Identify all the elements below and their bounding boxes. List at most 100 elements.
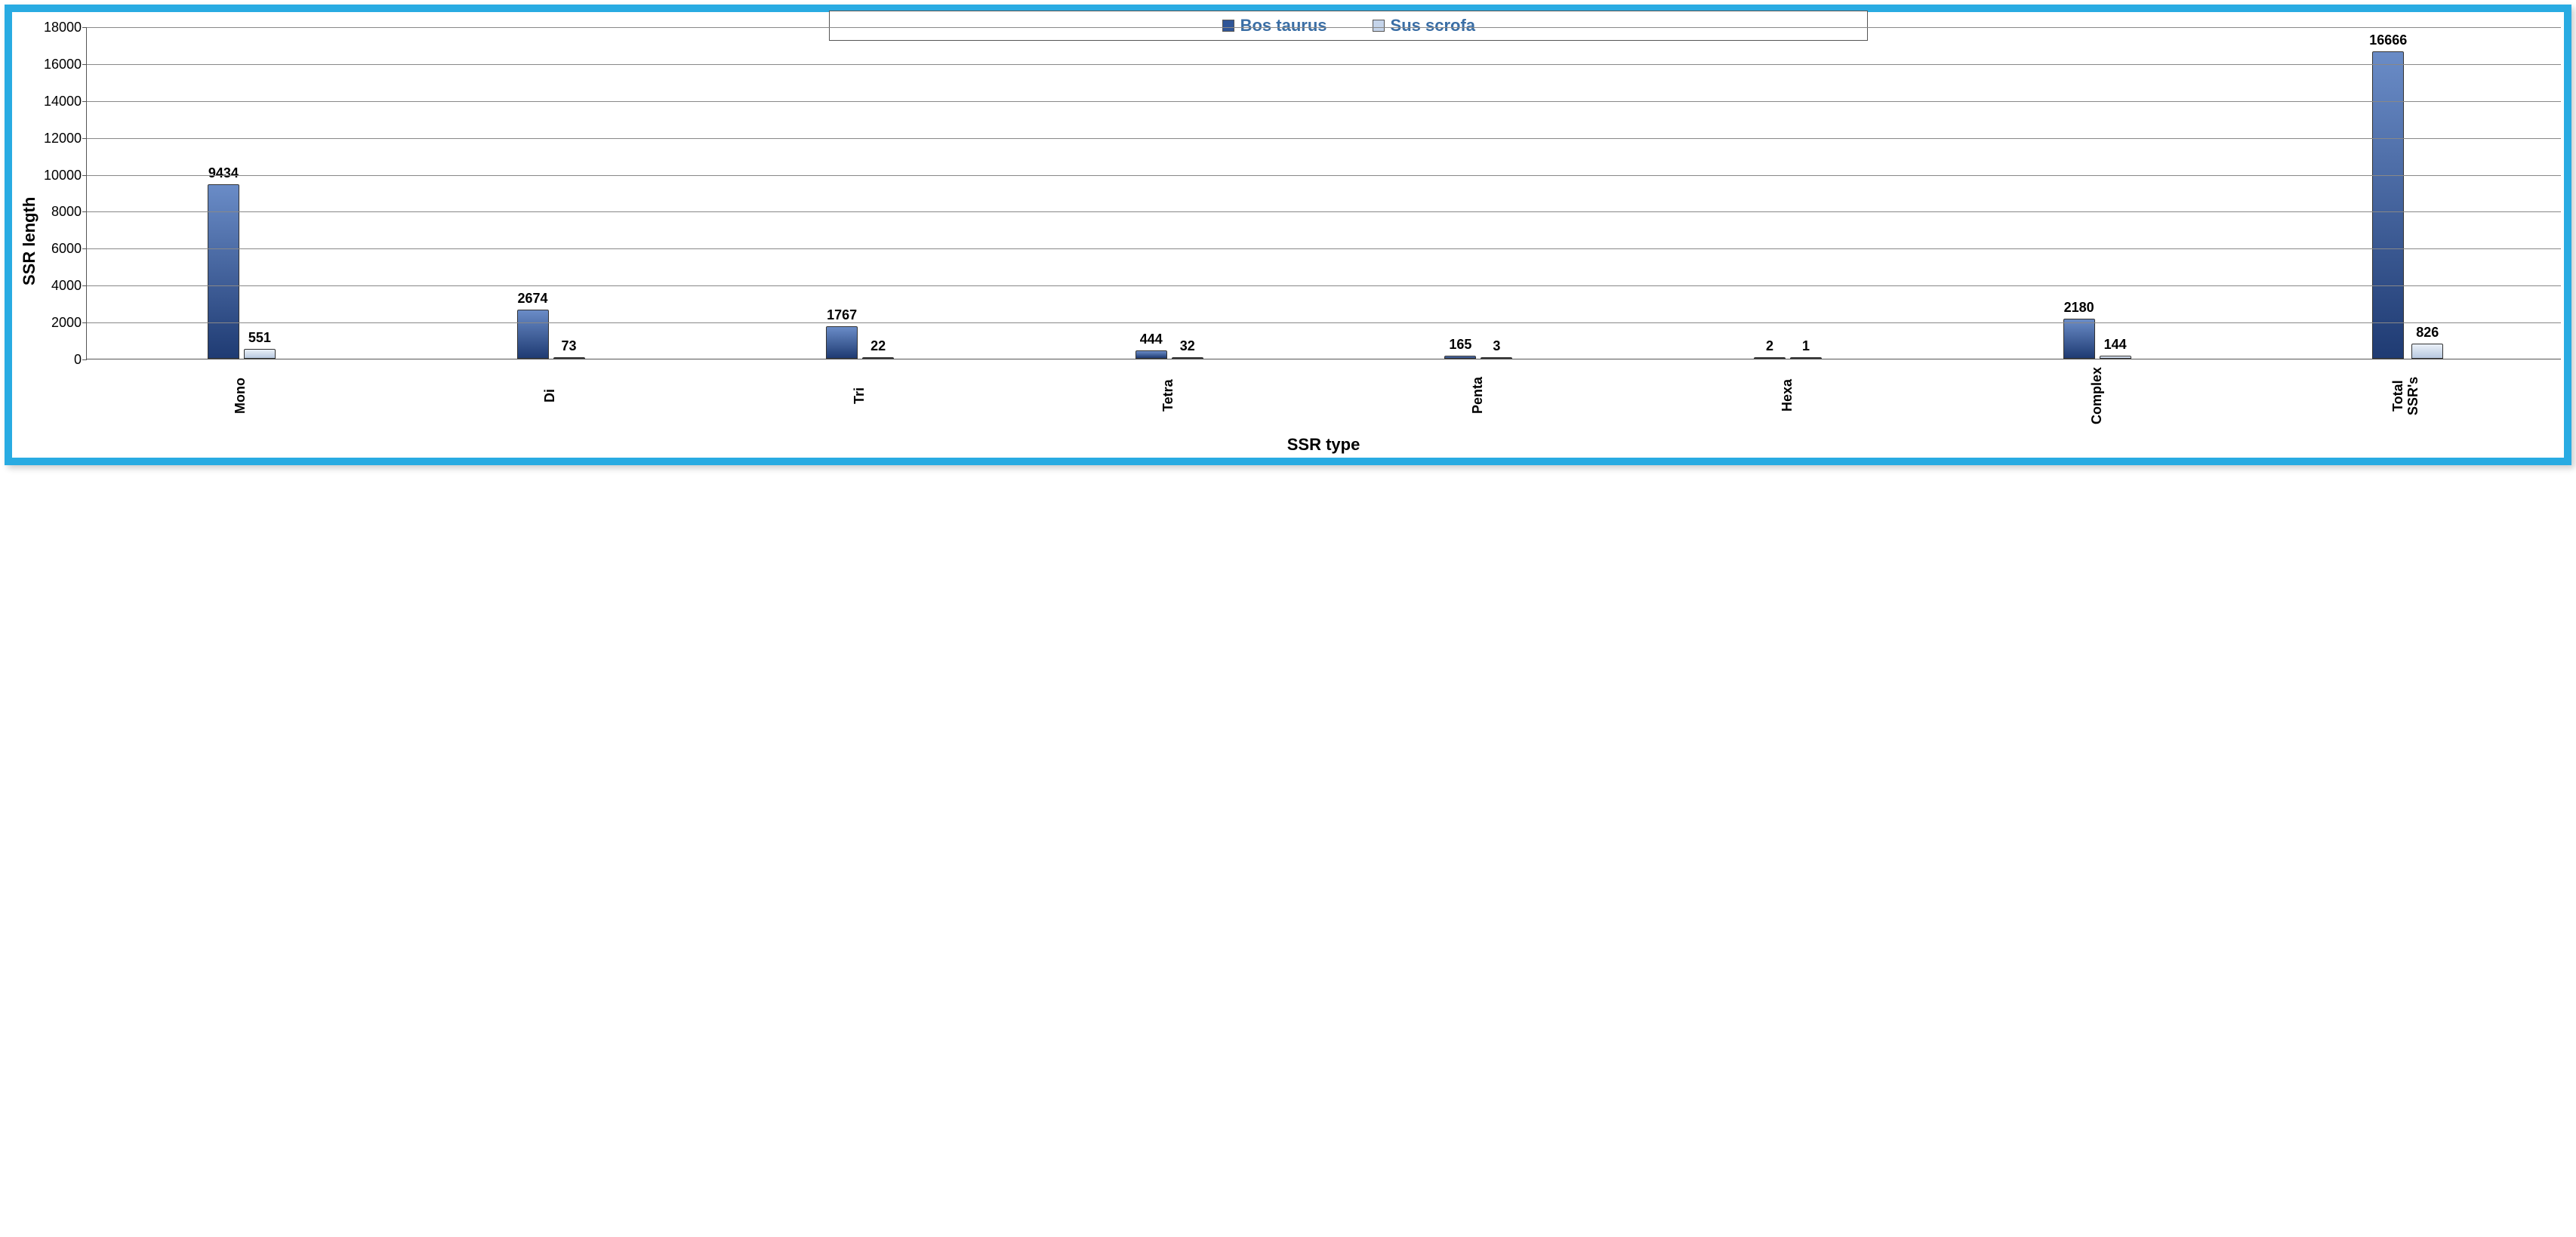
gridline (87, 248, 2561, 249)
bar-wrap: 2180 (2063, 27, 2095, 359)
chart-frame: SSR length 18000160001400012000100008000… (5, 5, 2571, 465)
bar-group: 2674 73 (396, 27, 706, 359)
gridline (87, 64, 2561, 65)
bar-bos-taurus (517, 310, 549, 359)
x-tick: Di (396, 359, 705, 424)
y-tick-mark (82, 64, 87, 65)
y-tick-mark (82, 27, 87, 28)
gridline (87, 27, 2561, 28)
bar-bos-taurus (2063, 319, 2095, 359)
bar-value-label: 826 (2416, 325, 2439, 341)
bar-wrap: 165 (1444, 27, 1476, 359)
y-tick-mark (82, 285, 87, 286)
bar-value-label: 2674 (517, 291, 547, 307)
gridline (87, 322, 2561, 323)
y-tick-mark (82, 248, 87, 249)
bar-value-label: 144 (2104, 337, 2127, 353)
x-tick-label: Mono (233, 367, 248, 424)
gridline (87, 101, 2561, 102)
bar-value-label: 32 (1180, 338, 1195, 354)
bar-value-label: 444 (1140, 332, 1163, 347)
x-axis-ticks: Mono Di Tri Tetra Penta Hexa Complex Total SSR'… (86, 359, 2561, 424)
bar-bos-taurus (826, 326, 858, 359)
bar-wrap: 16666 (2369, 27, 2407, 359)
bar-groups: 9434551267473176722444321653212180144166… (87, 27, 2561, 359)
x-tick: Complex (1943, 359, 2252, 424)
x-tick-label: Hexa (1780, 367, 1795, 424)
x-tick: Tri (705, 359, 1015, 424)
plot-and-x-wrap: Bos taurus Sus scrofa 943455126747317672… (86, 27, 2561, 455)
y-tick-mark (82, 359, 87, 360)
x-tick-label: Total SSR's (2391, 367, 2421, 424)
bar-wrap: 444 (1135, 27, 1167, 359)
bar-sus-scrofa (1481, 357, 1512, 359)
bar-wrap: 2674 (517, 27, 549, 359)
bar-wrap: 2 (1754, 27, 1786, 359)
x-tick: Total SSR's (2251, 359, 2561, 424)
bar-value-label: 2 (1766, 338, 1773, 354)
bar-sus-scrofa (244, 349, 276, 359)
x-tick: Hexa (1633, 359, 1943, 424)
bar-group: 9434 551 (87, 27, 396, 359)
y-tick-mark (82, 101, 87, 102)
bar-wrap: 1767 (826, 27, 858, 359)
bar-bos-taurus (1444, 356, 1476, 359)
bar-wrap: 73 (553, 27, 585, 359)
bar-value-label: 16666 (2369, 32, 2407, 48)
y-axis-label: SSR length (15, 27, 44, 455)
x-axis-label: SSR type (86, 424, 2561, 455)
bar-value-label: 22 (870, 338, 886, 354)
bar-sus-scrofa (553, 357, 585, 359)
bar-group: 2180 144 (1943, 27, 2252, 359)
gridline (87, 211, 2561, 212)
y-tick-mark (82, 138, 87, 139)
bar-group: 1767 22 (705, 27, 1015, 359)
y-tick-mark (82, 175, 87, 176)
bar-group: 1653 (1324, 27, 1634, 359)
bar-sus-scrofa (2100, 356, 2131, 359)
chart-body: SSR length 18000160001400012000100008000… (15, 27, 2561, 455)
bar-value-label: 551 (248, 330, 271, 346)
bar-sus-scrofa (1172, 357, 1203, 359)
gridline (87, 175, 2561, 176)
bar-value-label: 2180 (2064, 300, 2094, 316)
plot-area: Bos taurus Sus scrofa 943455126747317672… (86, 27, 2561, 359)
bar-bos-taurus (1754, 357, 1786, 359)
bar-wrap: 826 (2411, 27, 2443, 359)
x-tick-label: Complex (2090, 367, 2105, 424)
gridline (87, 138, 2561, 139)
bar-value-label: 1 (1802, 338, 1810, 354)
x-tick-label: Tri (852, 367, 867, 424)
bar-sus-scrofa (2411, 344, 2443, 359)
x-tick-label: Tetra (1161, 367, 1176, 424)
gridline (87, 285, 2561, 286)
y-axis-ticks: 1800016000140001200010000800060004000200… (44, 27, 86, 359)
bar-wrap: 144 (2100, 27, 2131, 359)
bar-bos-taurus (2372, 51, 2404, 359)
bar-value-label: 9434 (208, 165, 239, 181)
x-tick-label: Di (543, 367, 558, 424)
bar-wrap: 551 (244, 27, 276, 359)
x-tick: Penta (1323, 359, 1633, 424)
bar-group: 16666 826 (2251, 27, 2561, 359)
bar-sus-scrofa (862, 357, 894, 359)
y-tick-mark (82, 211, 87, 212)
y-tick-mark (82, 322, 87, 323)
bar-bos-taurus (208, 184, 239, 359)
bar-wrap: 9434 (208, 27, 239, 359)
bar-value-label: 165 (1449, 337, 1471, 353)
bar-value-label: 1767 (827, 307, 857, 323)
bar-group: 444 32 (1015, 27, 1324, 359)
bar-wrap: 3 (1481, 27, 1512, 359)
x-tick: Tetra (1014, 359, 1323, 424)
bar-wrap: 32 (1172, 27, 1203, 359)
x-tick: Mono (86, 359, 396, 424)
bar-sus-scrofa (1790, 357, 1822, 359)
bar-wrap: 22 (862, 27, 894, 359)
bar-value-label: 3 (1493, 338, 1500, 354)
x-tick-label: Penta (1471, 367, 1486, 424)
bar-value-label: 73 (561, 338, 576, 354)
bar-wrap: 1 (1790, 27, 1822, 359)
bar-bos-taurus (1135, 350, 1167, 359)
bar-group: 21 (1633, 27, 1943, 359)
